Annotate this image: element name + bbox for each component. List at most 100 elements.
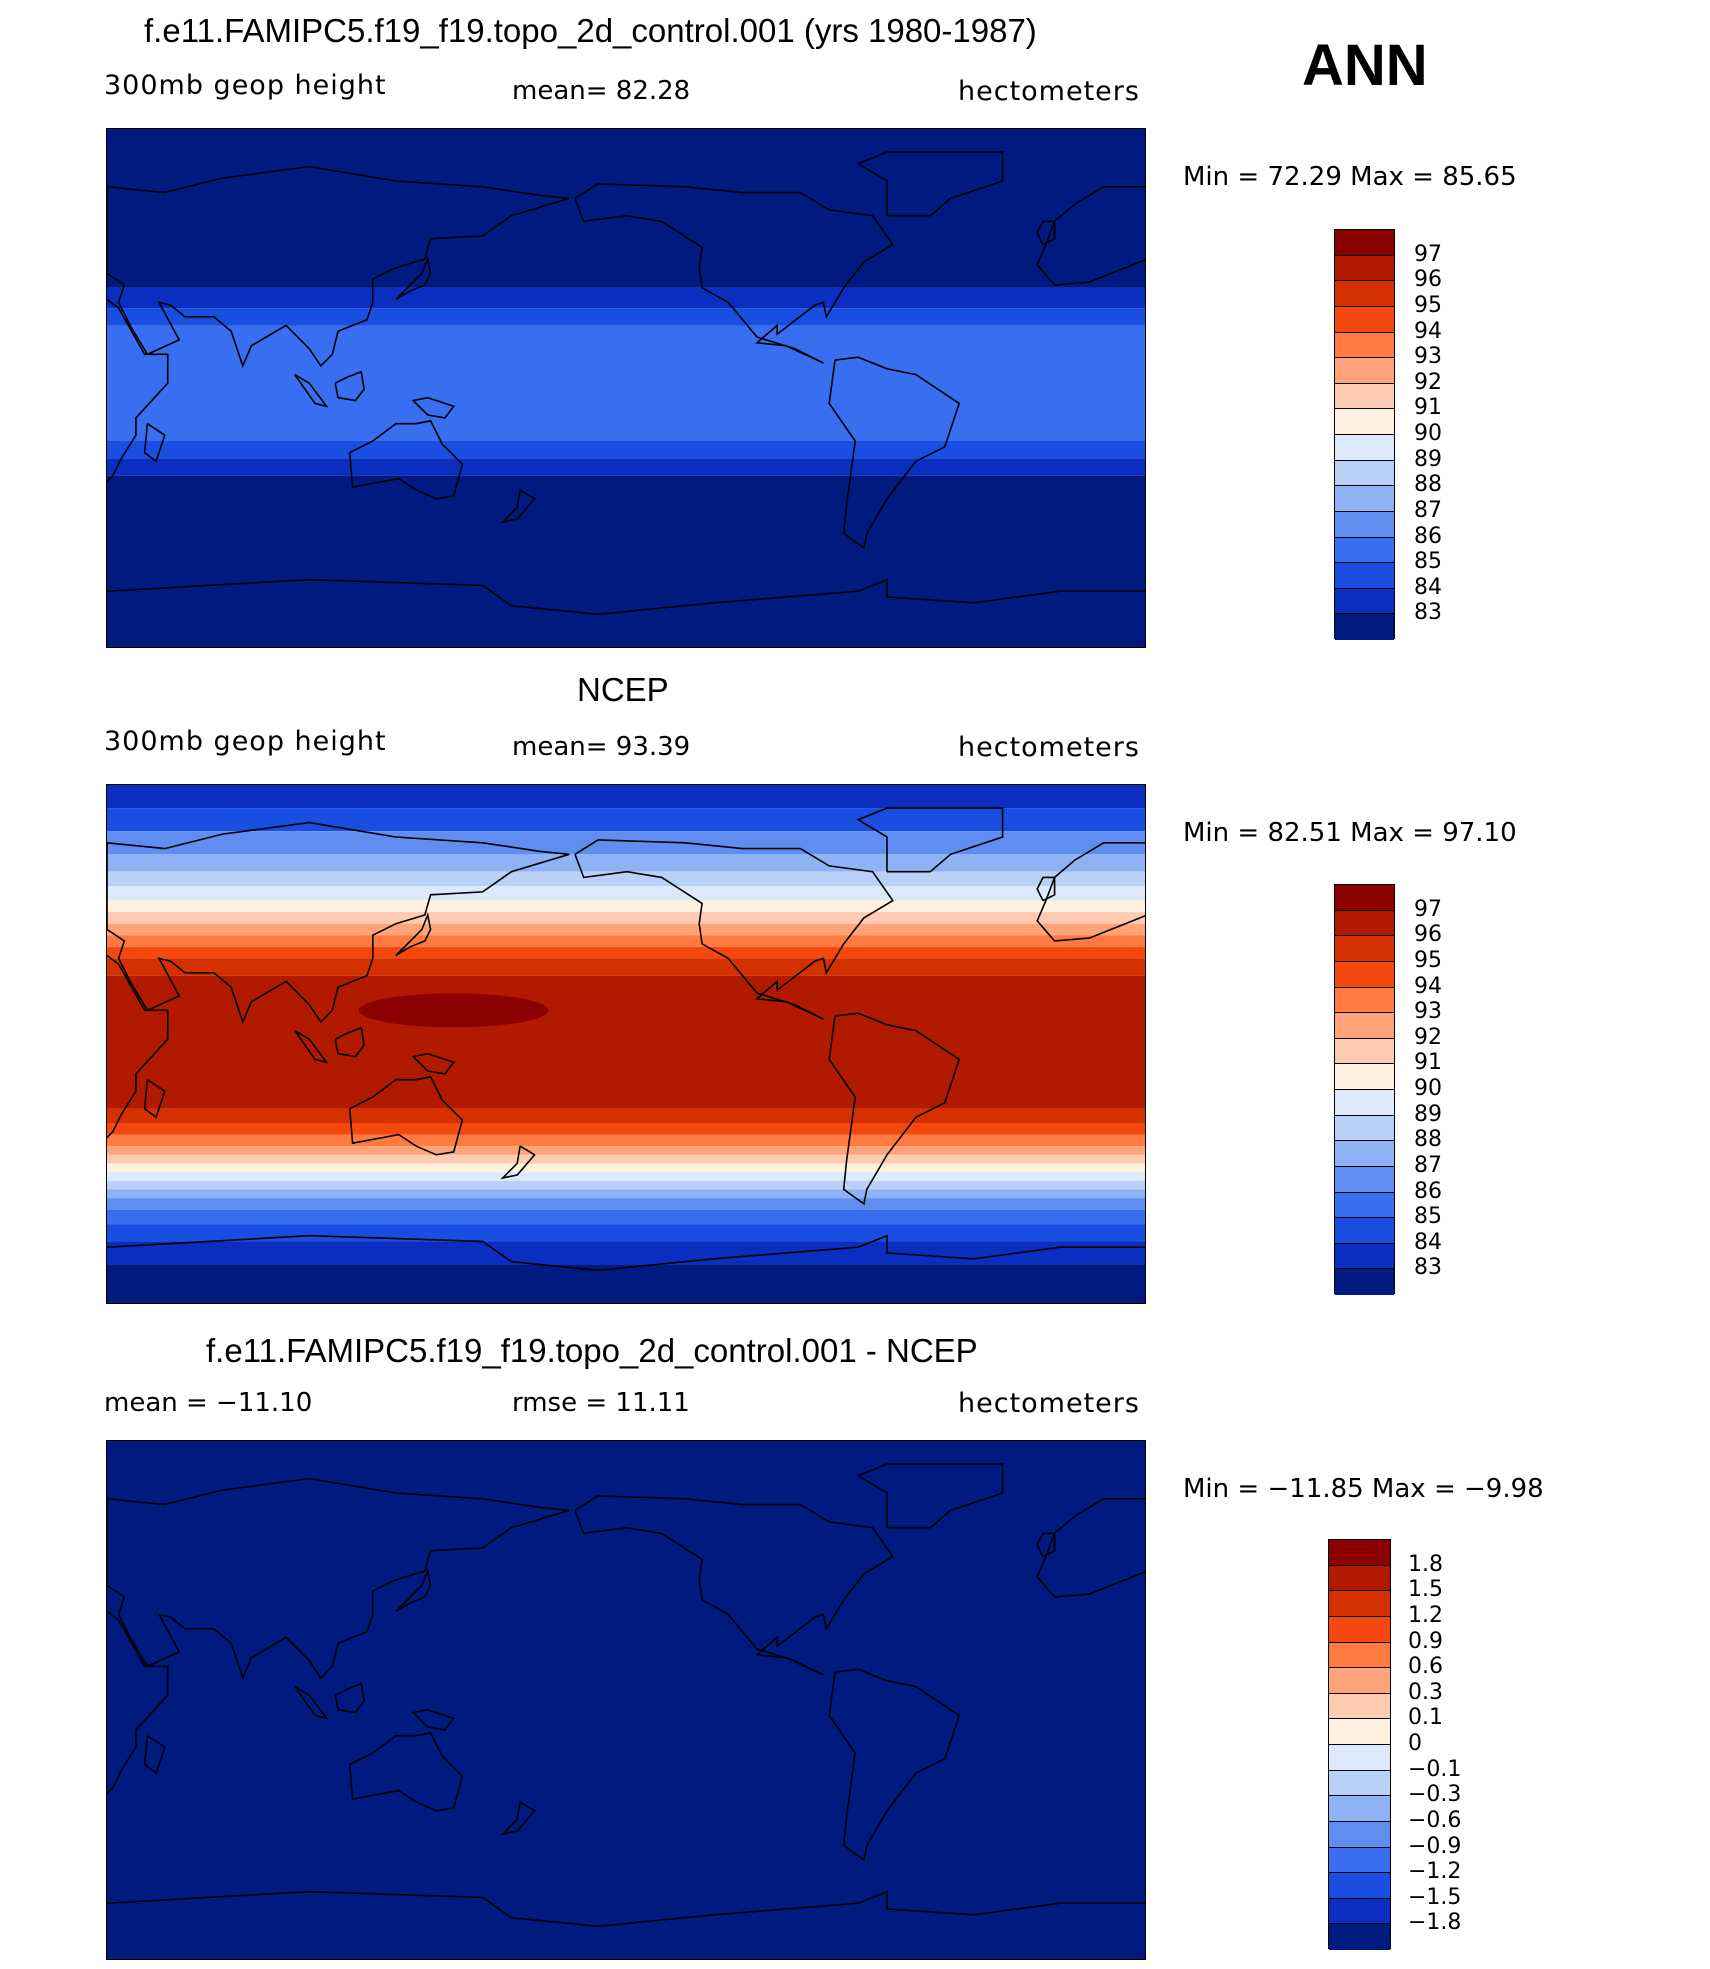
coastline bbox=[294, 373, 329, 408]
field-band bbox=[107, 946, 1145, 959]
coastline bbox=[411, 1708, 456, 1731]
colorbar-label: 0.3 bbox=[1408, 1679, 1443, 1705]
field-band bbox=[107, 441, 1145, 459]
colorbar-label: 86 bbox=[1414, 1178, 1442, 1204]
colorbar-swatch bbox=[1335, 1013, 1394, 1039]
field-band bbox=[107, 458, 1145, 476]
coastline bbox=[500, 1145, 536, 1180]
coastline bbox=[348, 1075, 464, 1156]
season-label: ANN bbox=[1302, 33, 1428, 98]
field-band bbox=[107, 854, 1145, 872]
field-maximum bbox=[358, 993, 549, 1028]
coastline bbox=[1036, 842, 1145, 942]
colorbar-label: 88 bbox=[1414, 1127, 1442, 1153]
colorbar-label: 96 bbox=[1414, 922, 1442, 948]
coastline bbox=[411, 1052, 456, 1075]
coastline bbox=[500, 489, 536, 524]
panel1-units: hectometers bbox=[958, 76, 1140, 107]
coastline bbox=[107, 821, 570, 1025]
coastline bbox=[1036, 220, 1056, 246]
coastline bbox=[334, 1682, 365, 1714]
panel3-mean: mean = −11.10 bbox=[104, 1388, 313, 1418]
field-band bbox=[107, 1441, 1145, 1959]
colorbar-label: 85 bbox=[1414, 1204, 1442, 1230]
colorbar-label: 83 bbox=[1414, 1255, 1442, 1281]
colorbar-swatch bbox=[1329, 1616, 1390, 1643]
coastline bbox=[107, 1890, 1145, 1928]
colorbar-swatch bbox=[1335, 1038, 1394, 1065]
colorbar-swatch bbox=[1335, 987, 1394, 1014]
field-band bbox=[107, 1163, 1145, 1173]
field-band bbox=[107, 958, 1145, 976]
coastline bbox=[143, 1735, 166, 1775]
colorbar-swatch bbox=[1335, 1090, 1394, 1116]
colorbar-swatch bbox=[1329, 1847, 1390, 1874]
panel2-colorbar bbox=[1334, 884, 1395, 1295]
field-band bbox=[107, 900, 1145, 913]
coastline bbox=[574, 1495, 894, 1676]
coastline bbox=[856, 807, 1004, 873]
field-band bbox=[107, 1198, 1145, 1210]
field-band bbox=[107, 325, 1145, 441]
colorbar-label: 0.6 bbox=[1408, 1654, 1443, 1680]
colorbar-swatch bbox=[1335, 936, 1394, 962]
field-band bbox=[107, 1264, 1145, 1303]
colorbar-swatch bbox=[1335, 1166, 1394, 1193]
colorbar-swatch bbox=[1335, 383, 1394, 410]
coastline bbox=[828, 1668, 961, 1862]
colorbar-label: −0.6 bbox=[1408, 1807, 1462, 1833]
colorbar-label: 87 bbox=[1414, 1152, 1442, 1178]
colorbar-label: 96 bbox=[1414, 267, 1442, 293]
colorbar-label: 91 bbox=[1414, 395, 1442, 421]
panel1-map bbox=[106, 128, 1146, 648]
colorbar-swatch bbox=[1335, 255, 1394, 282]
colorbar-label: 94 bbox=[1414, 318, 1442, 344]
colorbar-swatch bbox=[1329, 1924, 1390, 1950]
field-band bbox=[107, 129, 1145, 288]
field-band bbox=[107, 912, 1145, 924]
colorbar-swatch bbox=[1335, 409, 1394, 435]
colorbar-label: −1.2 bbox=[1408, 1859, 1462, 1885]
colorbar-label: 90 bbox=[1414, 421, 1442, 446]
coastline bbox=[107, 1234, 1145, 1272]
field-band bbox=[107, 287, 1145, 309]
field-band bbox=[107, 1134, 1145, 1147]
panel1-mean: mean= 82.28 bbox=[512, 76, 691, 106]
coastline bbox=[395, 256, 432, 301]
field-band bbox=[107, 1154, 1145, 1164]
field-band bbox=[107, 871, 1145, 887]
panel3-units: hectometers bbox=[958, 1388, 1140, 1419]
coastline bbox=[334, 370, 365, 402]
colorbar-swatch bbox=[1335, 230, 1394, 256]
colorbar-swatch bbox=[1329, 1565, 1390, 1592]
panel2-mean: mean= 93.39 bbox=[512, 732, 691, 762]
colorbar-label: 92 bbox=[1414, 1024, 1442, 1050]
colorbar-swatch bbox=[1335, 1064, 1394, 1090]
colorbar-swatch bbox=[1329, 1693, 1390, 1720]
field-band bbox=[107, 1241, 1145, 1265]
coastline bbox=[294, 1029, 329, 1064]
colorbar-label: 94 bbox=[1414, 973, 1442, 999]
colorbar-swatch bbox=[1329, 1770, 1390, 1797]
panel3-colorbar bbox=[1328, 1539, 1391, 1950]
colorbar-label: −1.8 bbox=[1408, 1910, 1462, 1936]
field-band bbox=[107, 1146, 1145, 1155]
colorbar-swatch bbox=[1329, 1591, 1390, 1617]
field-band bbox=[107, 1209, 1145, 1225]
colorbar-label: 1.8 bbox=[1408, 1551, 1443, 1577]
field-band bbox=[107, 808, 1145, 832]
field-band bbox=[107, 886, 1145, 901]
colorbar-swatch bbox=[1329, 1642, 1390, 1669]
colorbar-label: 0 bbox=[1408, 1731, 1422, 1756]
colorbar-swatch bbox=[1335, 885, 1394, 911]
colorbar-label: 84 bbox=[1414, 574, 1442, 600]
colorbar-swatch bbox=[1335, 961, 1394, 988]
panel3-title: f.e11.FAMIPC5.f19_f19.topo_2d_control.00… bbox=[206, 1332, 978, 1369]
colorbar-label: 85 bbox=[1414, 549, 1442, 575]
coastline bbox=[107, 298, 169, 483]
colorbar-label: 90 bbox=[1414, 1076, 1442, 1101]
field-band bbox=[107, 831, 1145, 855]
colorbar-label: 87 bbox=[1414, 497, 1442, 523]
colorbar-swatch bbox=[1335, 1218, 1394, 1244]
field-band bbox=[107, 1108, 1145, 1123]
